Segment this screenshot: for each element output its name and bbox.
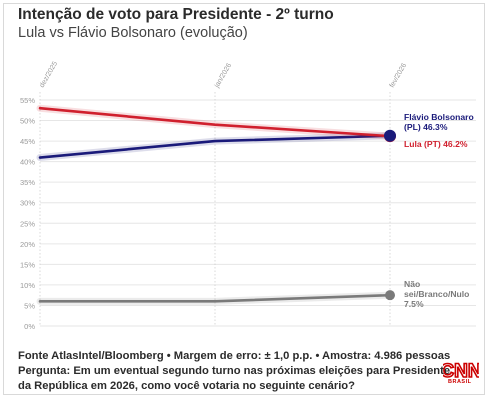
- footer-question-line2: da República em 2026, como você votaria …: [18, 380, 355, 392]
- footer-question-line1: Pergunta: Em um eventual segundo turno n…: [18, 365, 451, 377]
- series-line: [38, 293, 392, 303]
- y-tick-label: 55%: [20, 96, 35, 105]
- y-tick-label: 35%: [20, 178, 35, 187]
- y-tick-label: 25%: [20, 219, 35, 228]
- cnn-logo-text: CNN: [443, 361, 479, 382]
- series-line: [38, 134, 392, 159]
- y-tick-label: 15%: [20, 260, 35, 269]
- series-end-label: sei/Branco/Nulo: [404, 289, 469, 299]
- series-end-marker: [384, 129, 396, 142]
- series-end-label: Flávio Bolsonaro: [404, 112, 474, 122]
- footer-source: Fonte AtlasIntel/Bloomberg • Margem de e…: [18, 350, 451, 362]
- y-tick-label: 30%: [20, 199, 35, 208]
- series-end-label: Lula (PT) 46.2%: [404, 139, 468, 149]
- y-tick-label: 40%: [20, 158, 35, 167]
- x-tick-label: jan/2026: [213, 62, 233, 90]
- series-end-label: Não: [404, 279, 420, 289]
- chart-subtitle: Lula vs Flávio Bolsonaro (evolução): [18, 25, 248, 41]
- series-halo: [36, 132, 394, 162]
- x-tick-label: fev/2026: [389, 62, 409, 89]
- series-line: [38, 106, 392, 138]
- chart-title: Intenção de voto para Presidente - 2º tu…: [18, 6, 334, 23]
- chart-card: [3, 3, 485, 395]
- y-tick-label: 10%: [20, 281, 35, 290]
- y-tick-label: 45%: [20, 137, 35, 146]
- cnn-logo-subtext: BRASIL: [448, 379, 472, 385]
- y-tick-label: 20%: [20, 240, 35, 249]
- y-tick-label: 5%: [24, 301, 35, 310]
- cnn-logo: CNN: [443, 360, 479, 382]
- series-end-marker: [385, 290, 395, 301]
- series-end-label: (PL) 46.3%: [404, 122, 448, 132]
- series-end-label: 7.5%: [404, 299, 424, 309]
- y-tick-label: 50%: [20, 117, 35, 126]
- y-tick-label: 0%: [24, 322, 35, 331]
- x-tick-label: dez/2025: [39, 60, 60, 89]
